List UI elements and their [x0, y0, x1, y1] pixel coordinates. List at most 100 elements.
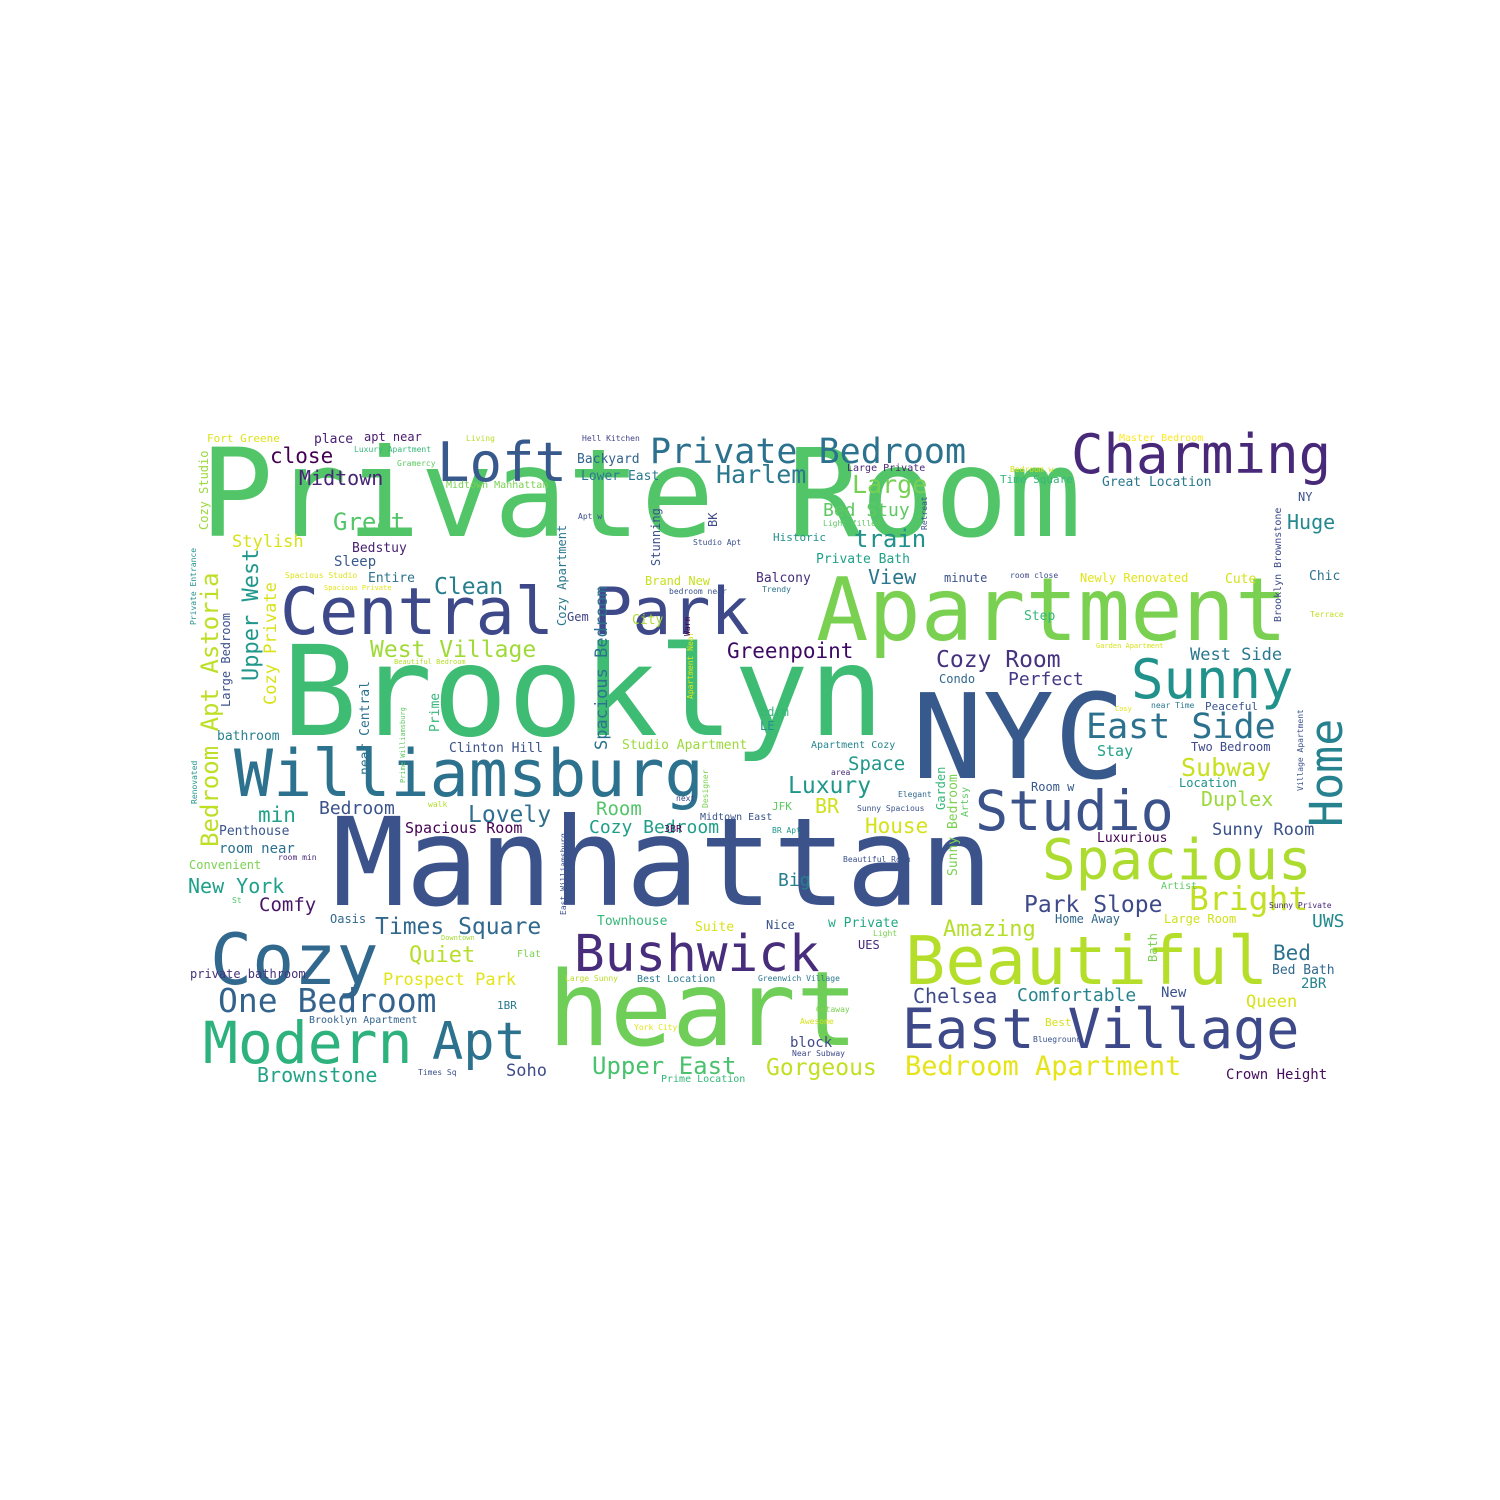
word-apt: Apt [432, 1012, 526, 1072]
word-bedroom-apartment: Bedroom Apartment [905, 1051, 1181, 1082]
word-east-williamsburg: East Williamsburg [559, 833, 568, 915]
word-private-bedroom: Private Bedroom [650, 432, 966, 472]
word-manhattan: Manhattan [332, 792, 993, 934]
word-br: BR [815, 794, 840, 818]
word-home: Home [1300, 719, 1353, 827]
word-clean: Clean [434, 574, 503, 600]
word-bedroom: Bedroom [319, 798, 395, 819]
word-step: Step [1024, 609, 1055, 624]
word-convenient: Convenient [189, 858, 261, 872]
word-times-sq: Times Sq [418, 1068, 457, 1077]
word-br-apt: BR Apt [772, 826, 801, 835]
word-spacious-room: Spacious Room [405, 819, 522, 837]
word-sunny-spacious: Sunny Spacious [857, 804, 925, 813]
word-light-filled: Light filled [823, 519, 881, 528]
word-soho: Soho [506, 1061, 547, 1081]
word-brooklyn-brownstone: Brooklyn Brownstone [1273, 508, 1284, 622]
word-harlem: Harlem [716, 460, 806, 489]
word-gramercy: Gramercy [397, 459, 436, 468]
word-townhouse: Townhouse [597, 914, 668, 929]
word-bedroom-near: bedroom near [669, 587, 727, 596]
word-great-location: Great Location [1102, 475, 1212, 490]
word-cozy: Cozy [210, 919, 379, 1001]
word-bright: Bright [1189, 879, 1308, 918]
word-one-bedroom: One Bedroom [218, 981, 437, 1020]
word-train: train [854, 525, 926, 553]
word-modern: Modern [203, 1009, 413, 1077]
word-perfect: Perfect [1008, 669, 1084, 690]
word-cosy: Cosy [1115, 705, 1132, 713]
word-studio-apt: Studio Apt [693, 538, 741, 547]
word-sunny-private: Sunny Private [1269, 901, 1332, 910]
word-two-bedroom: Two Bedroom [1191, 740, 1270, 754]
word-ues: UES [858, 938, 880, 952]
word-comfortable: Comfortable [1017, 985, 1136, 1006]
word-beautiful: Beautiful [905, 922, 1268, 1000]
word-apartment-cozy: Apartment Cozy [811, 740, 895, 751]
word-bed: Bed [1273, 941, 1311, 965]
word-1br: 1BR [497, 999, 517, 1012]
word-3br: 3BR [664, 824, 683, 835]
word-private-room: Private Room [200, 423, 1081, 565]
word-near-subway: Near Subway [792, 1049, 845, 1058]
word-garden-apartment: Garden Apartment [1096, 642, 1163, 650]
word-brooklyn: Brooklyn [282, 620, 884, 765]
word-subway: Subway [1181, 753, 1271, 782]
word-newly-renovated: Newly Renovated [1080, 571, 1188, 585]
word-master-bedroom: Master Bedroom [1119, 433, 1203, 444]
word-great: Great [333, 508, 405, 536]
word-room-near: room near [219, 841, 295, 857]
word-midtown-manhattan: Midtown Manhattan [446, 480, 548, 491]
word-apartment-near: Apartment Near [686, 631, 695, 699]
word-brownstone: Brownstone [257, 1063, 377, 1087]
word-upper-west: Upper West [239, 549, 264, 681]
word-heart: heart [548, 950, 858, 1070]
word-large-private: Large Private [847, 463, 925, 474]
word-lower-east: Lower East [581, 469, 659, 484]
word-huge: Huge [1287, 510, 1335, 534]
word-downtown: Downtown [441, 934, 475, 942]
word-prime: Prime [428, 693, 443, 732]
word-retreat: Retreat [920, 496, 929, 530]
word-hell-kitchen: Hell Kitchen [582, 434, 640, 443]
word-oasis: Oasis [330, 912, 366, 926]
word-brooklyn-apartment: Brooklyn Apartment [309, 1015, 417, 1026]
word-prime-location: Prime Location [661, 1074, 745, 1085]
word-large-bedroom: Large Bedroom [219, 613, 233, 707]
word-large: Large [852, 470, 927, 499]
word-renovated: Renovated [190, 760, 199, 804]
word-loft: Loft [437, 431, 567, 494]
word-room-w: Room w [1031, 780, 1075, 794]
word-large-room: Large Room [1164, 912, 1236, 926]
word-private-bath: Private Bath [816, 552, 910, 567]
word-nice: Nice [766, 918, 795, 932]
word-bath: Bath [1146, 933, 1160, 962]
word-getaway: Getaway [816, 1005, 850, 1014]
word-le: LE [760, 719, 774, 733]
word-sunny: Sunny [1131, 648, 1294, 711]
word-artsy: Artsy [960, 787, 971, 817]
word-west-side: West Side [1190, 645, 1282, 665]
word-best-location: Best Location [637, 974, 715, 985]
word-new: New [1161, 985, 1187, 1001]
word-upper-east: Upper East [592, 1052, 737, 1080]
word-entire: Entire [368, 571, 415, 586]
word-bathroom: bathroom [217, 729, 280, 744]
word-bed-stuy: Bed Stuy [823, 500, 910, 521]
word-view: View [868, 565, 917, 589]
word-trendy: Trendy [762, 585, 791, 594]
word-lovely: Lovely [468, 802, 551, 828]
word-st: St [232, 896, 242, 905]
word-studio-apartment: Studio Apartment [622, 738, 747, 753]
word-sunny-bedroom: Sunny Bedroom [946, 774, 961, 876]
word-penthouse: Penthouse [219, 824, 290, 839]
word-amazing: Amazing [943, 917, 1036, 942]
word-location: Location [1179, 776, 1237, 790]
word-close: close [270, 444, 333, 468]
word-times-square: Times Square [375, 914, 541, 940]
word-fort-greene: Fort Greene [207, 432, 280, 445]
word-studio: Studio [975, 779, 1174, 843]
word-walk: walk [428, 800, 447, 809]
word-condo: Condo [939, 672, 975, 686]
